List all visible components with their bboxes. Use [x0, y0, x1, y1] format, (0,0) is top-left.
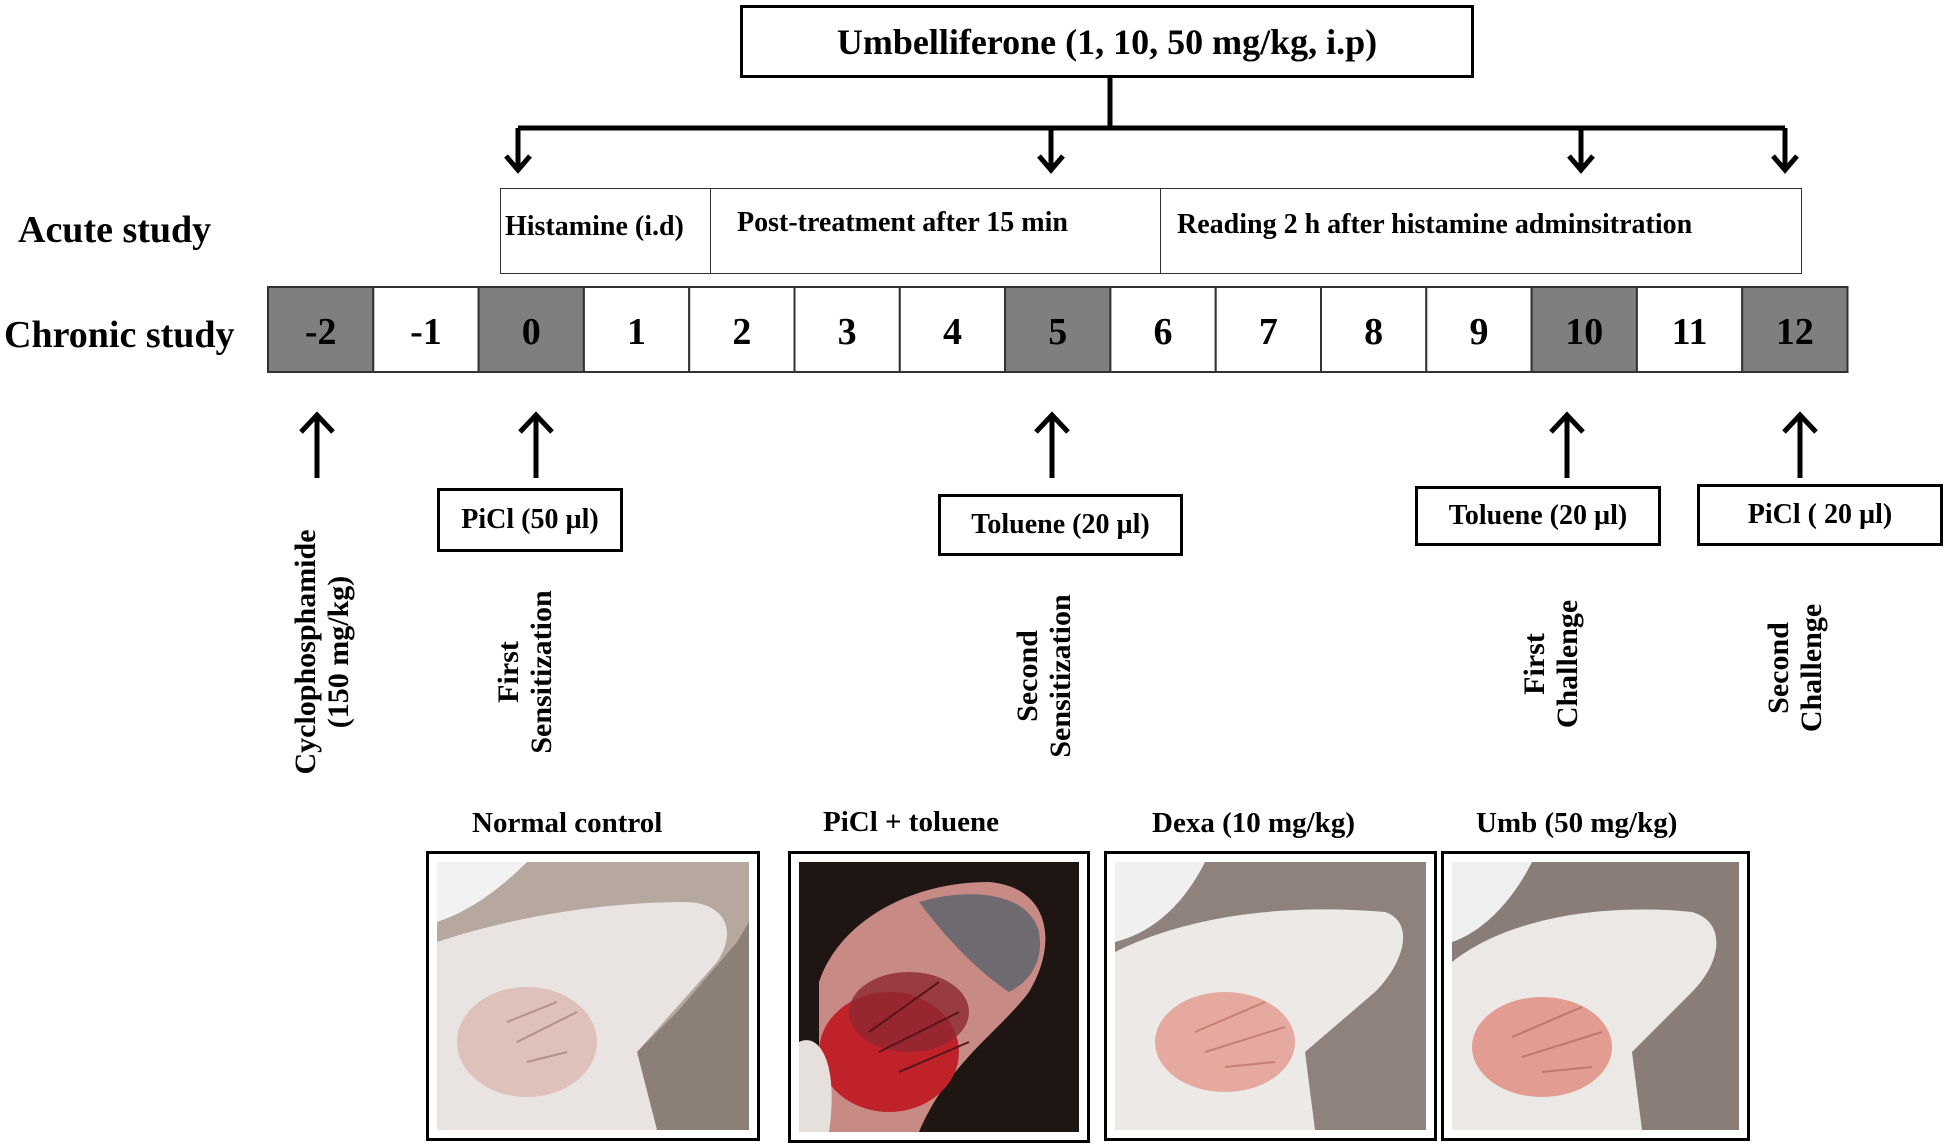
photo-picl-toluene — [788, 851, 1090, 1143]
chronic-timeline: -2 -1 0 1 2 3 4 5 6 7 8 9 10 11 12 — [267, 286, 1849, 373]
acute-segment-reading: Reading 2 h after histamine adminsitrati… — [1177, 209, 1693, 240]
event-label-first-sensitization: First Sensitization — [492, 590, 558, 754]
bracket-drop-arrows — [504, 128, 1799, 174]
day-cell--1 — [372, 286, 480, 373]
event-label-cyclophosphamide: Cyclophosphamide (150 mg/kg) — [289, 529, 355, 775]
day-label-11: 11 — [1672, 311, 1708, 353]
photo-caption-umb: Umb (50 mg/kg) — [1476, 807, 1678, 839]
day-label-7: 7 — [1259, 311, 1278, 353]
day-cell-11 — [1635, 286, 1744, 373]
day-label-3: 3 — [838, 311, 857, 353]
photo-umb — [1441, 851, 1750, 1141]
day-cell-8 — [1320, 286, 1428, 373]
ear-image-inflamed — [799, 862, 1079, 1132]
event-label-first-challenge: First Challenge — [1518, 599, 1584, 729]
day-cell-0 — [477, 286, 585, 373]
umbelliferone-label: Umbelliferone (1, 10, 50 mg/kg, i.p) — [836, 21, 1378, 62]
event-label-second-sensitization: Second Sensitization — [1011, 594, 1077, 758]
day-label--2: -2 — [305, 311, 337, 353]
agent-box-day-12: PiCl ( 20 µl) — [1697, 484, 1943, 546]
day-label-4: 4 — [943, 311, 962, 353]
day-label-5: 5 — [1048, 311, 1067, 353]
agent-box-day-10: Toluene (20 µl) — [1415, 486, 1661, 546]
photo-dexa — [1104, 851, 1437, 1141]
photo-caption-dexa: Dexa (10 mg/kg) — [1152, 807, 1355, 839]
day-cell-1 — [582, 286, 691, 373]
day-label-2: 2 — [732, 311, 751, 353]
day-cell--2 — [267, 286, 375, 373]
acute-segment-histamine: Histamine (i.d) — [501, 189, 711, 273]
day-cell-6 — [1109, 286, 1217, 373]
day-label-0: 0 — [522, 311, 541, 353]
agent-box-day-0: PiCl (50 µl) — [437, 488, 623, 552]
day-cell-7 — [1214, 286, 1322, 373]
ear-image-dexa — [1115, 862, 1426, 1130]
day-label-8: 8 — [1364, 311, 1383, 353]
day-label--1: -1 — [410, 311, 442, 353]
ear-image-normal — [437, 862, 749, 1130]
day-cell-4 — [898, 286, 1007, 373]
day-label-1: 1 — [627, 311, 646, 353]
day-label-9: 9 — [1469, 311, 1488, 353]
day-label-10: 10 — [1565, 311, 1603, 353]
acute-timeline: Histamine (i.d) Post-treatment after 15 … — [500, 188, 1802, 274]
day-cell-12 — [1741, 286, 1849, 373]
photo-caption-picl-toluene: PiCl + toluene — [823, 806, 1000, 838]
ear-image-umb — [1452, 862, 1739, 1130]
day-label-12: 12 — [1776, 311, 1814, 353]
event-label-second-challenge: Second Challenge — [1762, 603, 1828, 733]
acute-study-label: Acute study — [18, 209, 212, 251]
umbelliferone-box: Umbelliferone (1, 10, 50 mg/kg, i.p) — [740, 5, 1474, 78]
photo-caption-normal: Normal control — [472, 807, 663, 839]
day-cell-9 — [1425, 286, 1533, 373]
chronic-study-label: Chronic study — [4, 314, 235, 356]
acute-segment-post-treatment: Post-treatment after 15 min — [711, 189, 1161, 273]
event-arrows — [299, 411, 1818, 478]
agent-box-day-5: Toluene (20 µl) — [938, 494, 1183, 556]
day-label-6: 6 — [1154, 311, 1173, 353]
photo-normal-control — [426, 851, 760, 1141]
day-cell-2 — [688, 286, 796, 373]
